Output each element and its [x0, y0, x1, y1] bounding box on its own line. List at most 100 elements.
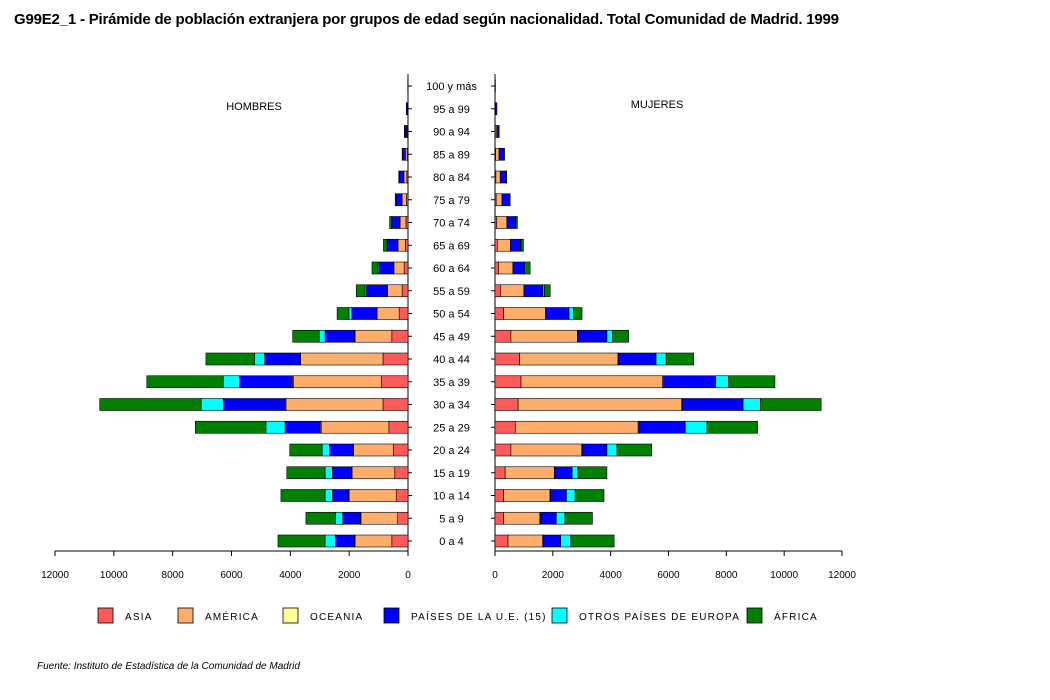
bar-hombres-paises-de-la-u-e-15	[391, 216, 401, 229]
bar-hombres-asia	[381, 375, 409, 389]
bar-hombres-paises-de-la-u-e-15	[404, 125, 407, 138]
bar-hombres-africa	[280, 489, 326, 502]
bar-mujeres-otros-paises-de-europa	[560, 534, 572, 548]
bar-hombres-asia	[382, 352, 409, 366]
bar-mujeres-asia	[494, 511, 504, 525]
bar-mujeres-asia	[494, 238, 498, 252]
bar-mujeres-paises-de-la-u-e-15	[663, 375, 716, 389]
bar-hombres-america	[351, 466, 396, 480]
bar-hombres-africa	[205, 352, 255, 366]
bar-hombres-paises-de-la-u-e-15	[395, 193, 403, 207]
bar-mujeres-africa	[564, 511, 593, 525]
bar-mujeres-america	[500, 284, 525, 298]
bar-mujeres-paises-de-la-u-e-15	[582, 443, 608, 457]
mujeres-x-tick-label: 0	[492, 570, 498, 581]
hombres-x-tick-label: 12000	[41, 570, 69, 581]
mujeres-x-tick-label: 8000	[715, 570, 738, 581]
bar-mujeres-africa	[577, 466, 608, 480]
bar-hombres-paises-de-la-u-e-15	[351, 307, 378, 320]
age-group-label: 20 a 24	[433, 445, 470, 457]
bar-mujeres-paises-de-la-u-e-15	[638, 420, 686, 434]
legend-swatch	[282, 607, 299, 624]
bar-hombres-america	[387, 284, 403, 298]
bar-mujeres-otros-paises-de-europa	[655, 352, 667, 366]
bar-mujeres-paises-de-la-u-e-15	[523, 284, 544, 298]
bar-hombres-paises-de-la-u-e-15	[387, 238, 399, 252]
mujeres-x-tick-label: 6000	[657, 570, 680, 581]
bar-hombres-america	[354, 329, 393, 343]
bar-hombres-asia	[405, 238, 409, 252]
bar-mujeres-paises-de-la-u-e-15	[510, 238, 521, 252]
bar-hombres-america	[353, 443, 394, 457]
bar-hombres-paises-de-la-u-e-15	[332, 489, 349, 502]
legend-label: AMÉRICA	[205, 610, 259, 623]
source-note: Fuente: Instituto de Estadística de la C…	[37, 661, 300, 672]
bar-mujeres-asia	[494, 375, 522, 389]
bar-mujeres-asia	[494, 307, 504, 320]
bar-mujeres-africa	[570, 534, 615, 548]
bar-mujeres-africa	[706, 420, 758, 434]
mujeres-x-tick-label: 2000	[542, 570, 565, 581]
hombres-x-tick-label: 8000	[162, 570, 185, 581]
bar-hombres-asia	[392, 443, 409, 457]
bar-mujeres-paises-de-la-u-e-15	[496, 125, 500, 138]
bar-mujeres-africa	[616, 443, 653, 457]
bar-mujeres-paises-de-la-u-e-15	[542, 534, 561, 548]
legend: ASIA AMÉRICA OCEANIA PAÍSES DE LA U.E. (15)…	[97, 607, 817, 624]
age-group-label: 95 a 99	[433, 104, 470, 116]
bar-hombres-asia	[398, 307, 409, 320]
bar-mujeres-africa	[509, 193, 511, 207]
age-group-label: 10 a 14	[433, 491, 470, 503]
bar-mujeres-africa	[612, 329, 629, 343]
bar-hombres-asia	[403, 261, 409, 275]
bar-hombres-america	[399, 216, 407, 229]
bar-hombres-america	[320, 420, 390, 434]
bar-mujeres-otros-paises-de-europa	[606, 329, 613, 343]
age-group-label: 60 a 64	[433, 263, 470, 275]
bar-mujeres-america	[503, 489, 551, 502]
bar-mujeres-africa	[515, 216, 518, 229]
bar-mujeres-paises-de-la-u-e-15	[512, 261, 525, 275]
mujeres-axis: 0 2000 4000 6000 8000 10000 12000	[491, 74, 856, 581]
bar-mujeres-africa	[665, 352, 694, 366]
legend-label: OCEANIA	[310, 612, 363, 623]
legend-label: OTROS PAÍSES DE EUROPA	[579, 610, 740, 623]
bar-mujeres-america	[504, 466, 555, 480]
bar-hombres-africa	[394, 193, 397, 207]
hombres-x-tick-label: 0	[405, 570, 411, 581]
bar-hombres-africa	[371, 261, 379, 275]
bar-hombres-otros-paises-de-europa	[335, 511, 343, 525]
bar-hombres-paises-de-la-u-e-15	[402, 147, 406, 161]
bar-hombres-america	[285, 398, 384, 411]
age-group-label: 35 a 39	[433, 377, 470, 389]
bar-mujeres-africa	[728, 375, 776, 389]
bar-mujeres-paises-de-la-u-e-15	[554, 466, 573, 480]
bar-hombres-africa	[389, 216, 392, 229]
bar-hombres-asia	[391, 534, 409, 548]
age-group-label: 40 a 44	[433, 354, 470, 366]
legend-swatch	[383, 607, 400, 624]
bar-hombres-paises-de-la-u-e-15	[335, 534, 355, 548]
bar-hombres-asia	[394, 466, 409, 480]
bar-mujeres-asia	[494, 489, 504, 502]
age-group-label: 90 a 94	[433, 127, 470, 139]
bar-hombres-africa	[336, 307, 350, 320]
bar-hombres-paises-de-la-u-e-15	[366, 284, 388, 298]
bar-mujeres-africa	[544, 284, 551, 298]
bar-mujeres-asia	[494, 534, 509, 548]
hombres-axis: 12000 10000 8000 6000 4000 2000 0	[41, 74, 412, 581]
bar-mujeres-africa	[505, 170, 508, 184]
bar-hombres-america	[401, 193, 407, 207]
legend-swatch	[746, 607, 763, 624]
bar-hombres-otros-paises-de-europa	[265, 420, 286, 434]
bar-hombres-america	[393, 261, 405, 275]
bar-mujeres-paises-de-la-u-e-15	[501, 193, 510, 207]
age-group-label: 100 y más	[426, 81, 477, 93]
bar-hombres-america	[397, 238, 406, 252]
bar-mujeres-asia	[494, 284, 502, 298]
bar-mujeres-america	[503, 307, 546, 320]
mujeres-label: MUJERES	[631, 99, 684, 111]
age-group-label: 85 a 89	[433, 149, 470, 161]
bar-hombres-asia	[395, 489, 409, 502]
